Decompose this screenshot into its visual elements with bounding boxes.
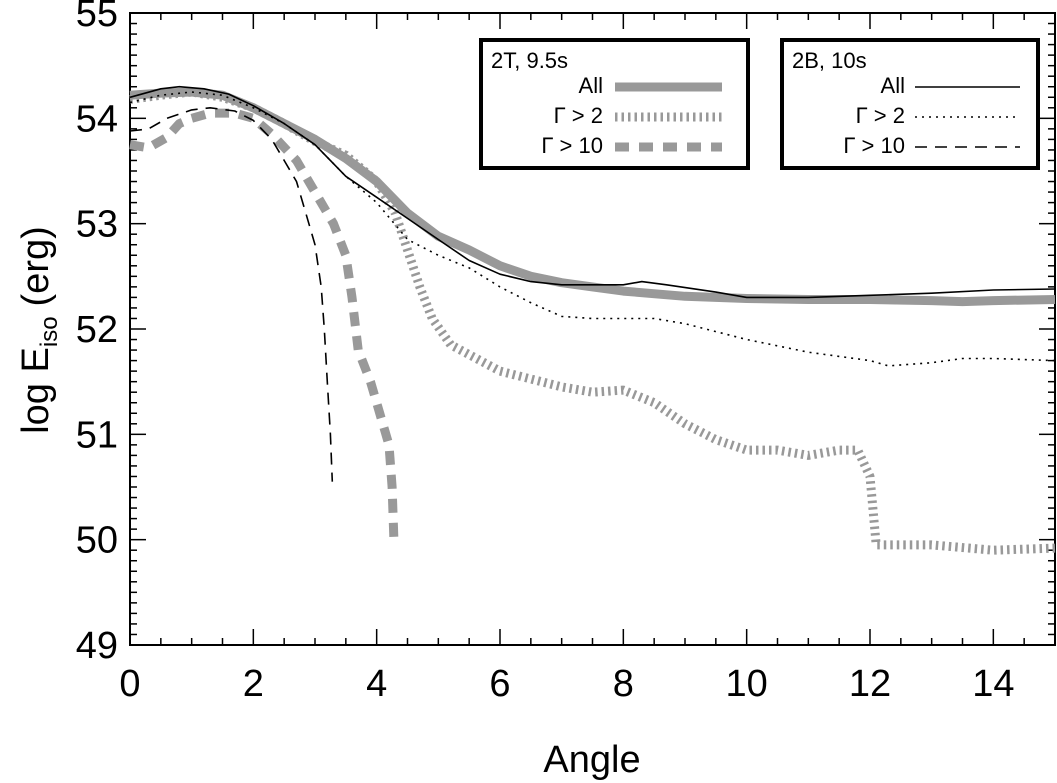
y-axis-title-subscript: iso [36, 316, 63, 347]
legend-2t-entry-gamma10: Γ > 10 [541, 133, 603, 158]
legend-2t: 2T, 9.5s All Γ > 2 Γ > 10 [479, 38, 750, 170]
legend-2b: 2B, 10s All Γ > 2 Γ > 10 [780, 38, 1040, 170]
x-tick-label: 8 [613, 663, 634, 705]
y-tick-label: 49 [76, 625, 118, 667]
y-tick-label: 54 [76, 98, 118, 140]
x-tick-label: 2 [243, 663, 264, 705]
x-axis-title: Angle [543, 739, 640, 781]
series-group [129, 85, 1056, 555]
legend-2b-entry-all: All [881, 73, 905, 98]
legend-2t-box [479, 38, 750, 170]
x-tick-label: 6 [489, 663, 510, 705]
plot-area [129, 12, 1056, 646]
series-line-6 [129, 107, 334, 482]
axis-ticks [129, 12, 1056, 646]
x-tick-label: 4 [366, 663, 387, 705]
series-line-3 [129, 108, 399, 540]
x-tick-label: 0 [119, 663, 140, 705]
y-tick-label: 50 [76, 520, 118, 562]
y-tick-label: 51 [76, 414, 118, 456]
tick-labels: 0 2 4 6 8 10 12 14 49 50 51 52 53 54 55 [76, 0, 1015, 705]
x-tick-label: 10 [726, 663, 768, 705]
legend-2b-entry-gamma10: Γ > 10 [843, 133, 905, 158]
legend-2t-entry-gamma2: Γ > 2 [554, 103, 603, 128]
y-tick-label: 53 [76, 204, 118, 246]
y-axis-title-unit: (erg) [15, 226, 57, 306]
y-axis-title-main: log E [15, 347, 57, 434]
series-line-5 [129, 91, 1056, 367]
y-tick-label: 55 [76, 0, 118, 35]
y-tick-label: 52 [76, 309, 118, 351]
x-tick-label: 14 [972, 663, 1014, 705]
legend-2b-title: 2B, 10s [792, 48, 867, 73]
legend-2t-title: 2T, 9.5s [491, 48, 568, 73]
legend-2t-entry-all: All [579, 73, 603, 98]
y-axis-title: log Eiso (erg) [15, 226, 63, 434]
series-line-4 [129, 85, 1056, 299]
legend-2b-entry-gamma2: Γ > 2 [856, 103, 905, 128]
x-tick-label: 12 [849, 663, 891, 705]
